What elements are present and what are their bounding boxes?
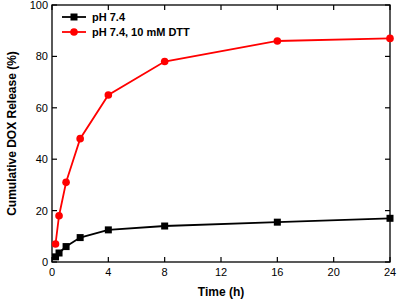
y-tick — [52, 210, 57, 211]
y-axis-label: Cumulative DOX Release (%) — [5, 51, 19, 216]
y-tick-right — [385, 107, 390, 108]
y-tick — [52, 159, 57, 160]
y-tick-right — [385, 210, 390, 211]
x-tick — [220, 257, 221, 262]
plot-frame — [52, 5, 390, 262]
series-marker — [274, 219, 281, 226]
plot-data — [52, 35, 394, 261]
series-line — [56, 218, 390, 257]
y-tick — [52, 56, 57, 57]
x-tick-top — [108, 5, 109, 10]
series-marker — [105, 91, 113, 99]
x-tick-top — [220, 5, 221, 10]
series-marker — [52, 240, 60, 248]
x-tick — [108, 257, 109, 262]
x-tick-label: 4 — [105, 266, 111, 278]
y-tick-right — [385, 56, 390, 57]
series-marker — [105, 226, 112, 233]
series-marker — [76, 135, 84, 143]
series-marker — [387, 215, 394, 222]
y-tick-label: 80 — [36, 50, 48, 62]
x-tick-top — [333, 5, 334, 10]
series-marker — [55, 212, 63, 220]
y-tick-label: 60 — [36, 102, 48, 114]
y-tick-label: 0 — [42, 256, 48, 268]
y-tick — [52, 107, 57, 108]
x-tick-top — [164, 5, 165, 10]
series-marker — [56, 250, 63, 257]
x-tick-top — [277, 5, 278, 10]
legend-label: pH 7.4 — [92, 11, 126, 23]
series-marker — [386, 35, 394, 43]
legend-label: pH 7.4, 10 mM DTT — [92, 26, 190, 38]
y-tick-label: 40 — [36, 153, 48, 165]
series-marker — [161, 223, 168, 230]
x-tick — [333, 257, 334, 262]
series-marker — [161, 58, 169, 66]
series-marker — [77, 234, 84, 241]
legend: pH 7.4 pH 7.4, 10 mM DTT — [62, 11, 190, 38]
y-tick-label: 100 — [30, 0, 48, 11]
legend-marker — [70, 28, 78, 36]
series-marker — [62, 179, 70, 187]
y-tick-right — [385, 159, 390, 160]
x-tick-label: 8 — [162, 266, 168, 278]
chart-container: 0 4 8 12 16 20 24 0 20 40 60 80 100 Time (h) Cumulativ… — [0, 0, 400, 305]
x-tick — [164, 257, 165, 262]
x-tick-label: 24 — [384, 266, 396, 278]
x-axis-label: Time (h) — [198, 285, 244, 299]
series-line — [56, 38, 390, 244]
x-tick-label: 0 — [49, 266, 55, 278]
x-tick-label: 12 — [215, 266, 227, 278]
chart: 0 4 8 12 16 20 24 0 20 40 60 80 100 Time (h) Cumulativ… — [0, 0, 400, 305]
legend-marker — [71, 14, 78, 21]
x-tick — [277, 257, 278, 262]
x-tick-label: 20 — [328, 266, 340, 278]
y-tick-label: 20 — [36, 205, 48, 217]
series-marker — [63, 243, 70, 250]
series-marker — [274, 37, 282, 45]
x-tick-label: 16 — [271, 266, 283, 278]
